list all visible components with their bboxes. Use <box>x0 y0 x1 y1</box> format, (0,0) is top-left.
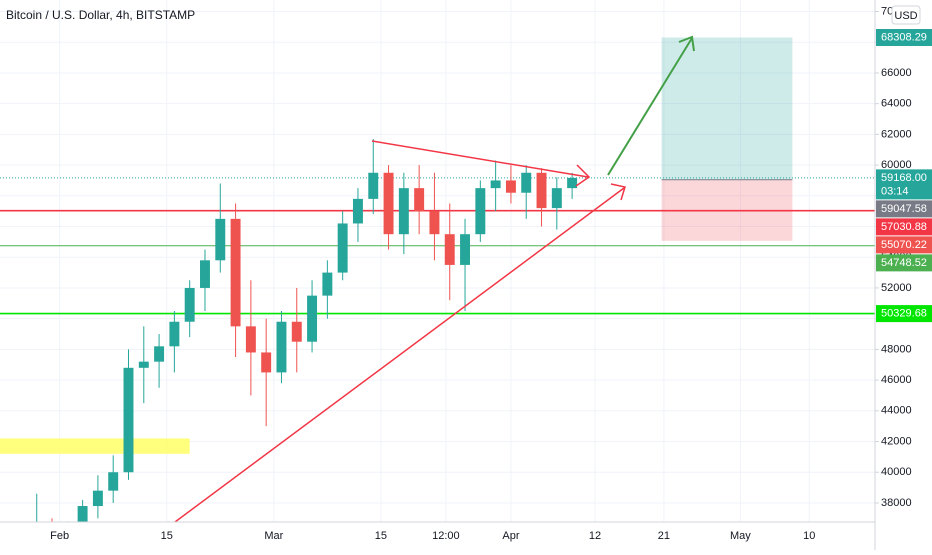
price-tag <box>876 218 932 236</box>
candle-body <box>398 188 409 235</box>
currency-label[interactable]: USD <box>894 10 917 22</box>
price-tag-label: 59047.58 <box>881 203 927 215</box>
candle-body <box>444 234 455 265</box>
candle-body <box>123 367 134 473</box>
candle-body <box>276 321 287 373</box>
candle-body <box>505 180 516 193</box>
x-tick-label: May <box>730 530 751 542</box>
price-tag <box>876 28 932 46</box>
y-tick-label: 62000 <box>881 128 912 140</box>
candle-body <box>322 272 333 296</box>
x-tick-label: 12:00 <box>432 530 460 542</box>
drawings <box>174 35 695 523</box>
y-tick-label: 38000 <box>881 497 912 509</box>
arrow-head <box>678 35 695 52</box>
candle-body <box>138 361 149 368</box>
candle-body <box>429 211 440 235</box>
candle-body <box>184 287 195 322</box>
candle-body <box>169 321 180 347</box>
x-tick-label: Feb <box>50 530 69 542</box>
grid <box>0 0 875 522</box>
x-tick-label: 21 <box>658 530 670 542</box>
y-tick-label: 60000 <box>881 159 912 171</box>
candle-body <box>383 172 394 235</box>
price-tag-label: 68308.29 <box>881 31 927 43</box>
y-tick-label: 42000 <box>881 435 912 447</box>
price-tag <box>876 254 932 272</box>
y-tick-label: 40000 <box>881 466 912 478</box>
candle-body <box>245 326 256 353</box>
x-tick-label: Apr <box>502 530 519 542</box>
candle-body <box>230 218 241 327</box>
candle-body <box>536 172 547 209</box>
candle-body <box>261 352 272 373</box>
y-tick-label: 52000 <box>881 282 912 294</box>
candle-body <box>337 223 348 273</box>
candle-body <box>460 234 471 265</box>
candle-body <box>154 346 165 362</box>
forecast-arrow <box>607 37 693 176</box>
price-tag-label: 57030.88 <box>881 221 927 233</box>
x-tick-label: Mar <box>264 530 283 542</box>
price-tag <box>876 200 932 218</box>
candle-body <box>352 198 363 224</box>
y-tick-label: 46000 <box>881 374 912 386</box>
plot-area <box>0 37 875 541</box>
profit-zone <box>661 37 793 180</box>
candle-body <box>521 172 532 193</box>
price-tag-label: 59168.00 <box>881 172 927 184</box>
y-tick-label: 48000 <box>881 343 912 355</box>
price-tag-label: 55070.22 <box>881 239 927 251</box>
x-tick-label: 10 <box>803 530 815 542</box>
trend-line <box>174 187 625 523</box>
candle-body <box>475 188 486 235</box>
price-tag <box>876 169 932 200</box>
x-tick-label: 12 <box>589 530 601 542</box>
candle-body <box>77 506 88 522</box>
y-tick-label: 64000 <box>881 98 912 110</box>
candle-body <box>307 295 318 342</box>
candle-body <box>215 218 226 261</box>
candle-body <box>368 172 379 199</box>
candle-body <box>551 188 562 209</box>
candle-body <box>291 321 302 342</box>
candle-body <box>92 490 103 507</box>
zone <box>0 438 190 454</box>
price-tag-label: 50329.68 <box>881 308 927 320</box>
currency-button[interactable] <box>891 5 921 25</box>
arrow-head <box>610 183 626 201</box>
price-tag <box>876 305 932 323</box>
price-tag <box>876 236 932 254</box>
chart-title: Bitcoin / U.S. Dollar, 4h, BITSTAMP <box>6 8 195 22</box>
x-tick-label: 15 <box>161 530 173 542</box>
x-tick-label: 15 <box>375 530 387 542</box>
countdown: 03:14 <box>881 185 909 197</box>
candle-body <box>567 177 578 189</box>
candle-body <box>32 526 42 541</box>
trend-line <box>371 140 589 178</box>
candle-body <box>108 472 119 491</box>
price-tag-label: 54748.52 <box>881 257 927 269</box>
candle-body <box>490 180 501 189</box>
y-tick-label: 66000 <box>881 67 912 79</box>
candle-body <box>200 260 210 288</box>
y-tick-label: 44000 <box>881 405 912 417</box>
arrow-head <box>575 164 591 187</box>
candle-body <box>414 188 425 212</box>
